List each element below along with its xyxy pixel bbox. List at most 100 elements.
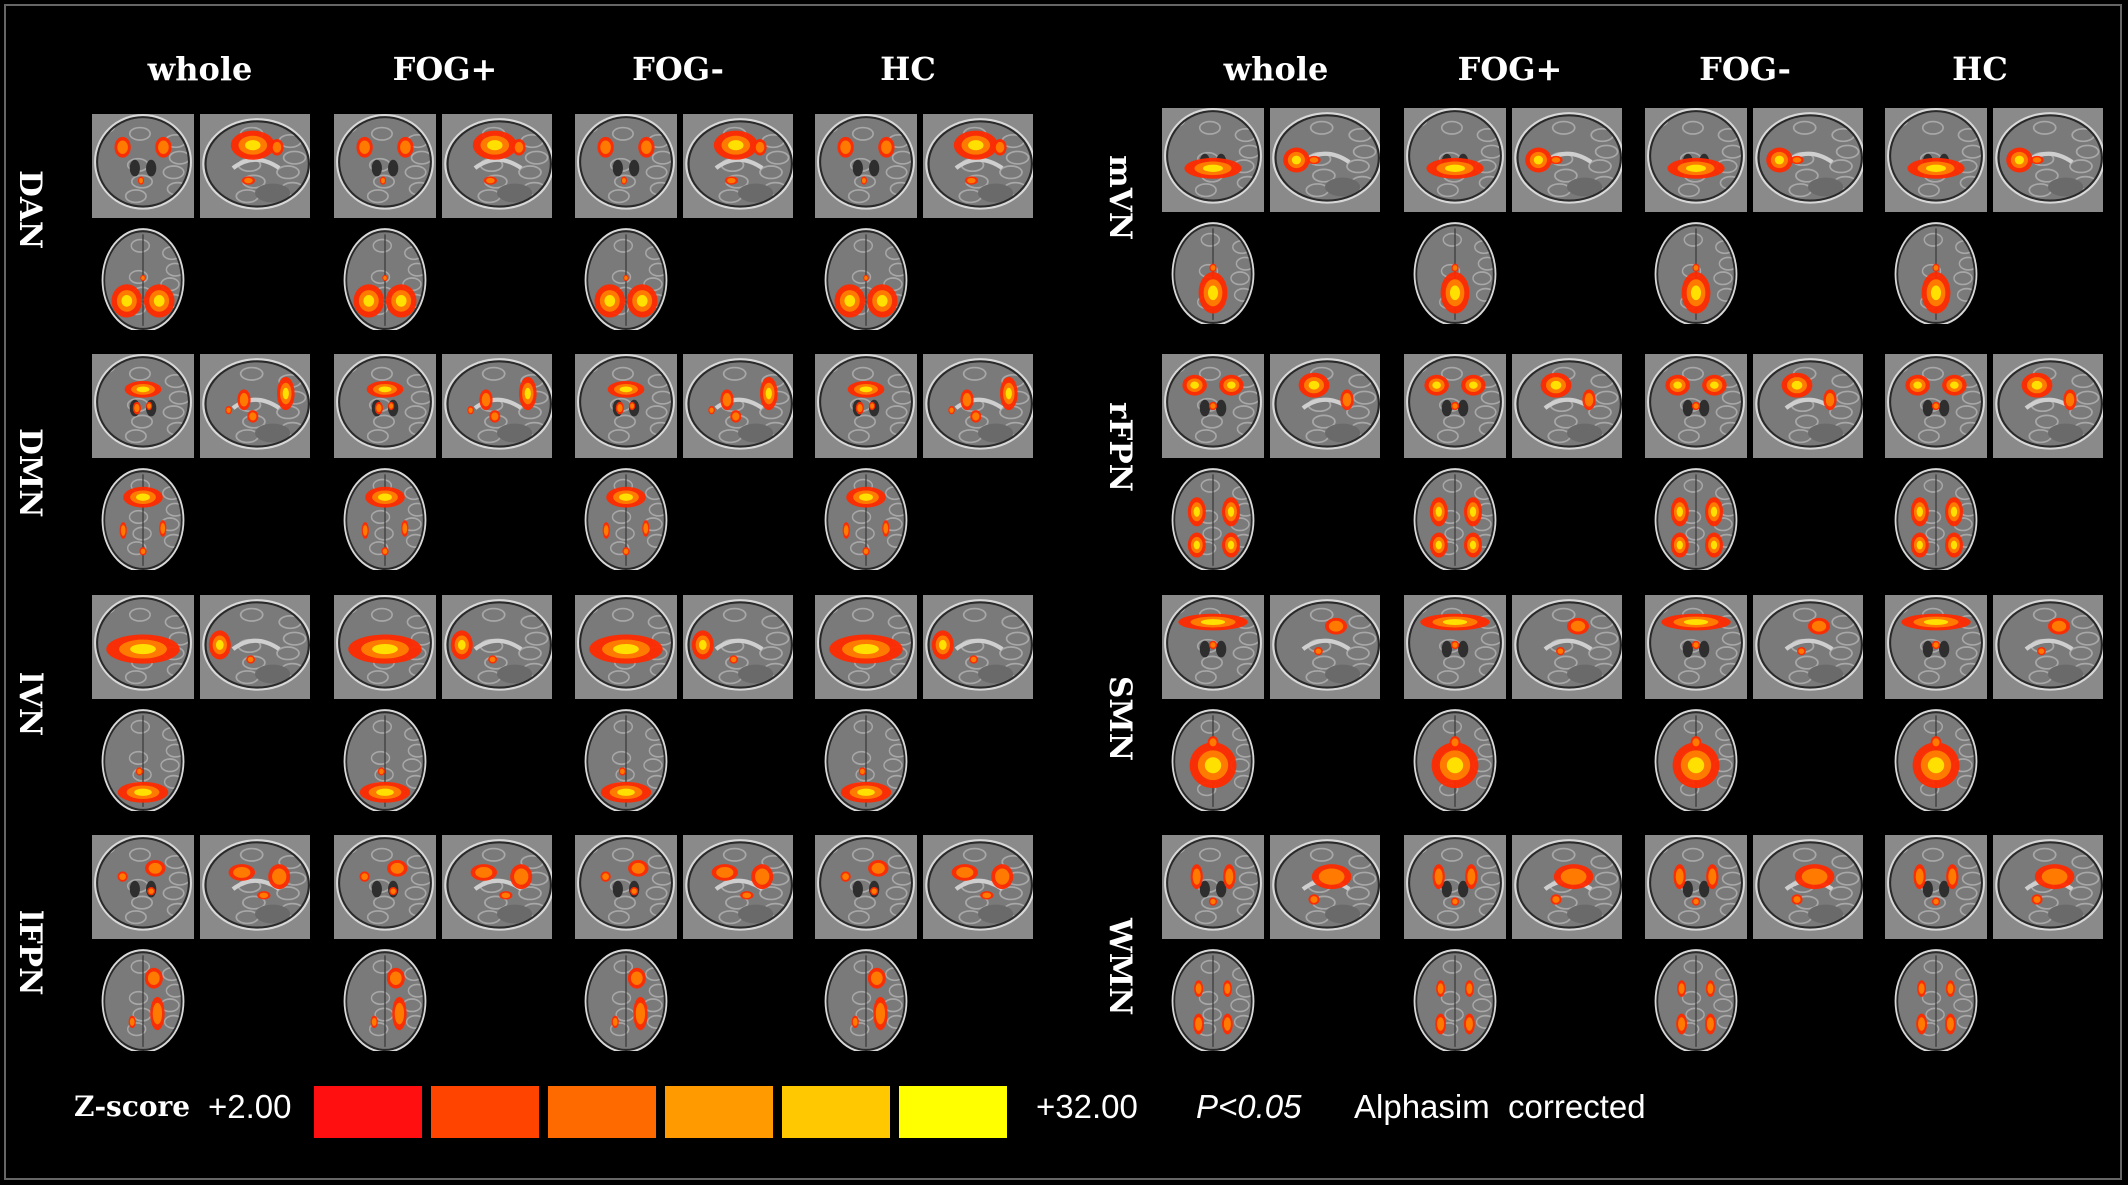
mvn-coronal-slice-col3 [1645,108,1747,212]
left-header-whole: whole [147,50,253,88]
smn-coronal-slice-col3 [1645,595,1747,699]
wmn-sagittal-slice-col2 [1512,835,1622,939]
row-label-smn: SMN [1102,676,1138,762]
left-header-fog-plus: FOG+ [392,50,498,88]
dan-sagittal-slice-col1 [200,114,310,218]
rfpn-axial-slice-col2 [1413,468,1497,570]
lvn-axial-slice-col1 [101,709,185,811]
lvn-sagittal-slice-col4 [923,595,1033,699]
smn-coronal-slice-col2 [1404,595,1506,699]
smn-axial-slice-col4 [1894,709,1978,811]
dmn-coronal-slice-col4 [815,354,917,458]
row-label-rfpn: rFPN [1102,402,1138,492]
lvn-sagittal-slice-col3 [683,595,793,699]
dan-sagittal-slice-col3 [683,114,793,218]
lvn-coronal-slice-col2 [334,595,436,699]
legend-correction-label: Alphasim corrected [1354,1088,1646,1125]
lvn-coronal-slice-col4 [815,595,917,699]
lvn-axial-slice-col2 [343,709,427,811]
legend-scale-label: Z-score [74,1090,191,1123]
dan-axial-slice-col1 [101,228,185,330]
legend-max-label: +32.00 [1036,1088,1138,1125]
rfpn-sagittal-slice-col3 [1753,354,1863,458]
mvn-axial-slice-col4 [1894,222,1978,324]
mvn-axial-slice-col1 [1171,222,1255,324]
row-label-dmn: DMN [12,428,48,518]
mvn-axial-slice-col2 [1413,222,1497,324]
legend-swatch-3 [548,1086,656,1138]
dmn-axial-slice-col2 [343,468,427,570]
lfpn-coronal-slice-col4 [815,835,917,939]
wmn-axial-slice-col3 [1654,949,1738,1051]
smn-sagittal-slice-col4 [1993,595,2103,699]
dmn-coronal-slice-col2 [334,354,436,458]
legend-swatch-2 [431,1086,539,1138]
dan-axial-slice-col2 [343,228,427,330]
lfpn-sagittal-slice-col1 [200,835,310,939]
left-header-fog-minus: FOG- [632,50,724,88]
lfpn-axial-slice-col3 [584,949,668,1051]
lfpn-coronal-slice-col1 [92,835,194,939]
rfpn-coronal-slice-col4 [1885,354,1987,458]
smn-sagittal-slice-col2 [1512,595,1622,699]
row-label-dan: DAN [12,170,48,250]
dmn-sagittal-slice-col1 [200,354,310,458]
dan-coronal-slice-col3 [575,114,677,218]
wmn-coronal-slice-col3 [1645,835,1747,939]
dmn-axial-slice-col1 [101,468,185,570]
lvn-coronal-slice-col3 [575,595,677,699]
lfpn-axial-slice-col4 [824,949,908,1051]
dan-axial-slice-col4 [824,228,908,330]
row-label-lfpn: lFPN [12,910,48,996]
right-header-whole: whole [1223,50,1329,88]
legend-min-label: +2.00 [208,1088,292,1125]
legend-swatch-6 [899,1086,1007,1138]
mvn-sagittal-slice-col4 [1993,108,2103,212]
dmn-axial-slice-col3 [584,468,668,570]
smn-axial-slice-col1 [1171,709,1255,811]
legend-swatch-4 [665,1086,773,1138]
row-label-wmn: WMN [1102,918,1138,1016]
dmn-sagittal-slice-col2 [442,354,552,458]
wmn-coronal-slice-col4 [1885,835,1987,939]
lfpn-sagittal-slice-col4 [923,835,1033,939]
lfpn-sagittal-slice-col2 [442,835,552,939]
smn-sagittal-slice-col1 [1270,595,1380,699]
lvn-axial-slice-col4 [824,709,908,811]
wmn-sagittal-slice-col4 [1993,835,2103,939]
wmn-axial-slice-col1 [1171,949,1255,1051]
row-label-lvn: lVN [12,672,48,737]
rfpn-coronal-slice-col1 [1162,354,1264,458]
mvn-axial-slice-col3 [1654,222,1738,324]
right-header-fog-plus: FOG+ [1457,50,1563,88]
row-label-mvn: mVN [1102,155,1138,241]
dan-coronal-slice-col1 [92,114,194,218]
mvn-sagittal-slice-col2 [1512,108,1622,212]
mvn-sagittal-slice-col3 [1753,108,1863,212]
wmn-axial-slice-col4 [1894,949,1978,1051]
rfpn-sagittal-slice-col1 [1270,354,1380,458]
smn-axial-slice-col2 [1413,709,1497,811]
figure-frame [4,4,2122,1180]
lvn-axial-slice-col3 [584,709,668,811]
legend-p-label: P<0.05 [1196,1088,1302,1125]
dmn-coronal-slice-col3 [575,354,677,458]
rfpn-coronal-slice-col3 [1645,354,1747,458]
wmn-coronal-slice-col2 [1404,835,1506,939]
legend-swatch-5 [782,1086,890,1138]
lfpn-sagittal-slice-col3 [683,835,793,939]
smn-sagittal-slice-col3 [1753,595,1863,699]
dmn-coronal-slice-col1 [92,354,194,458]
dan-coronal-slice-col2 [334,114,436,218]
dmn-sagittal-slice-col4 [923,354,1033,458]
wmn-axial-slice-col2 [1413,949,1497,1051]
rfpn-sagittal-slice-col2 [1512,354,1622,458]
dmn-sagittal-slice-col3 [683,354,793,458]
lfpn-coronal-slice-col2 [334,835,436,939]
dan-sagittal-slice-col4 [923,114,1033,218]
rfpn-sagittal-slice-col4 [1993,354,2103,458]
smn-coronal-slice-col4 [1885,595,1987,699]
wmn-sagittal-slice-col1 [1270,835,1380,939]
dan-axial-slice-col3 [584,228,668,330]
smn-axial-slice-col3 [1654,709,1738,811]
